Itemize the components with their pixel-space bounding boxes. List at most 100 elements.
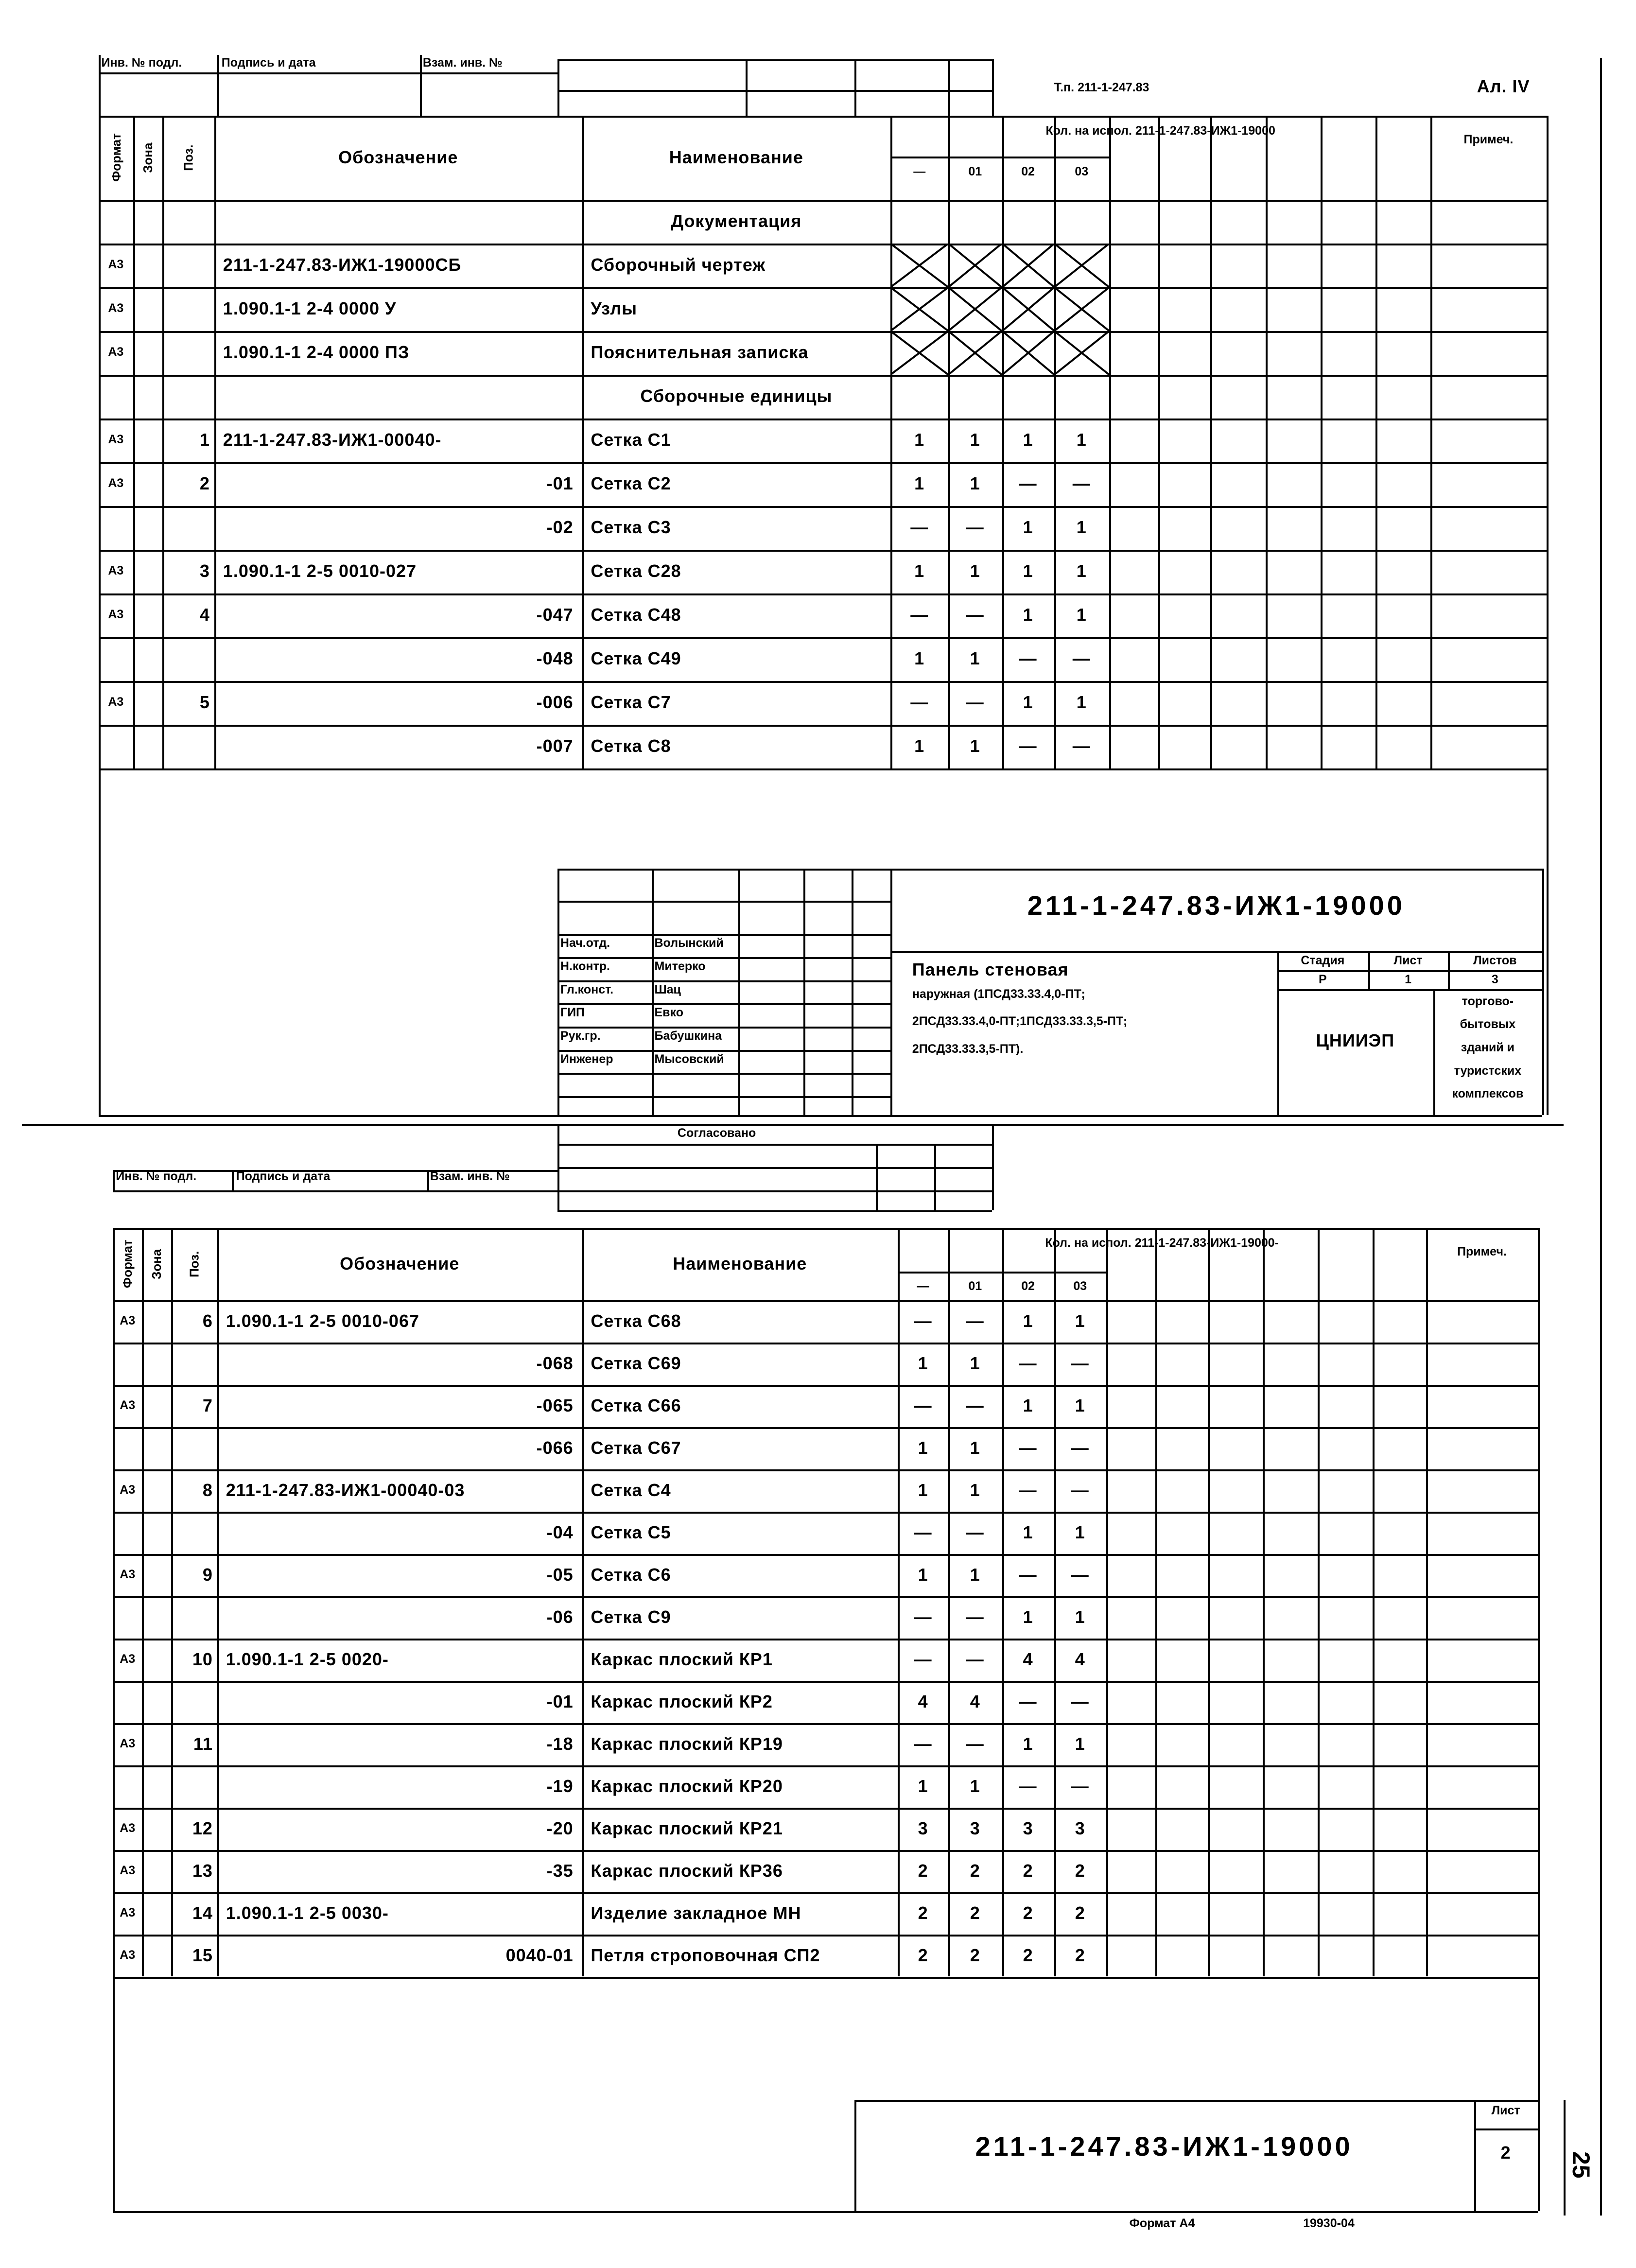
sheet-label: Лист — [1393, 954, 1423, 968]
cell-quantity: 1 — [1076, 517, 1087, 537]
cell-name: Сетка С9 — [591, 1606, 671, 1627]
header-note: Примеч. — [1463, 133, 1514, 147]
cross-out-mark — [948, 244, 1002, 288]
rule-line — [1430, 116, 1433, 769]
rule-line — [854, 2099, 856, 2211]
cell-quantity: 1 — [918, 1437, 928, 1458]
rule-line — [1054, 116, 1056, 769]
cell-designation: -007 — [536, 735, 574, 756]
cell-format: А3 — [108, 695, 124, 709]
cell-quantity: 3 — [1023, 1818, 1033, 1838]
rule-line — [98, 506, 1547, 508]
signatory-name: Митерко — [654, 960, 706, 974]
cell-name: Сетка С1 — [591, 430, 671, 450]
cell-quantity: 1 — [918, 1480, 928, 1500]
cell-quantity: 1 — [1023, 1310, 1033, 1331]
agreed-label: Согласовано — [677, 1126, 756, 1140]
cell-quantity: — — [914, 1522, 932, 1542]
cell-designation: -01 — [546, 473, 574, 493]
cell-format: А3 — [120, 1483, 136, 1497]
cell-quantity: 2 — [918, 1945, 928, 1965]
cell-quantity: 1 — [970, 1776, 980, 1796]
cell-quantity: 1 — [918, 1776, 928, 1796]
rule-line — [557, 957, 891, 960]
rule-line — [992, 1123, 994, 1211]
cell-quantity: 1 — [1023, 561, 1033, 581]
cell-format: А3 — [120, 1652, 136, 1666]
cell-quantity: — — [1072, 648, 1091, 668]
stamp-signature-date: Подпись и дата — [236, 1169, 331, 1183]
cell-position: 10 — [192, 1649, 213, 1669]
cell-quantity: 1 — [1076, 561, 1087, 581]
cell-quantity: 2 — [1075, 1860, 1085, 1881]
header-variant: 03 — [1073, 1279, 1087, 1293]
rule-line — [1546, 768, 1549, 1115]
rule-line — [98, 244, 1547, 246]
rule-line — [557, 1027, 891, 1029]
cell-quantity: — — [1019, 1691, 1037, 1711]
signatory-name: Бабушкина — [654, 1029, 722, 1043]
rule-line — [557, 869, 1542, 871]
cell-quantity: — — [966, 1649, 984, 1669]
rule-line — [113, 1512, 1538, 1514]
rule-line — [1600, 58, 1602, 2216]
cell-quantity: — — [1071, 1353, 1089, 1373]
rule-line — [113, 1469, 1538, 1472]
cell-quantity: — — [1072, 735, 1091, 756]
cell-quantity: 1 — [970, 1353, 980, 1373]
stamp-inv-no: Инв. № подл. — [116, 1169, 197, 1183]
rule-line — [934, 1144, 936, 1211]
cross-out-mark — [948, 287, 1002, 331]
cell-quantity: 1 — [1076, 430, 1087, 450]
rule-line — [854, 2099, 1538, 2102]
cross-out-mark — [948, 331, 1002, 375]
cell-quantity: 1 — [1075, 1522, 1085, 1542]
cell-quantity: — — [1019, 1437, 1037, 1458]
cell-position: 6 — [202, 1310, 213, 1331]
cross-out-mark — [1054, 244, 1109, 288]
cell-format: А3 — [120, 1948, 136, 1962]
rule-line — [557, 1144, 992, 1146]
rule-line — [113, 1385, 1538, 1387]
rule-line — [557, 59, 992, 62]
cell-designation: -068 — [536, 1353, 574, 1373]
cell-name: Каркас плоский КР2 — [591, 1691, 773, 1711]
cell-position: 15 — [192, 1945, 213, 1965]
cell-quantity: 3 — [970, 1818, 980, 1838]
cross-out-mark — [1002, 331, 1054, 375]
cell-quantity: — — [966, 517, 984, 537]
organization-name: ЦНИИЭП — [1316, 1030, 1395, 1050]
cell-quantity: 1 — [914, 473, 925, 493]
rule-line — [21, 1123, 1564, 1126]
cell-quantity: 1 — [914, 735, 925, 756]
rule-line — [557, 900, 891, 903]
signatory-role: Нач.отд. — [560, 936, 610, 950]
cell-quantity: — — [966, 1310, 984, 1331]
cell-position: 1 — [199, 430, 210, 450]
header-variant: — — [917, 1279, 929, 1293]
rule-line — [854, 59, 856, 116]
rule-line — [113, 1639, 1538, 1640]
cell-designation: 1.090.1-1 2-4 0000 У — [223, 298, 397, 319]
document-title-line: наружная (1ПСД33.33.4,0-ПТ; — [912, 987, 1085, 1001]
cell-quantity: 2 — [970, 1945, 980, 1965]
header-variant: 01 — [968, 1279, 982, 1293]
cell-quantity: — — [1019, 1776, 1037, 1796]
cell-format: А3 — [120, 1736, 136, 1750]
cross-out-mark — [1002, 287, 1054, 331]
cell-quantity: 4 — [1023, 1649, 1033, 1669]
cell-format: А3 — [120, 1863, 136, 1877]
rule-line — [1054, 1228, 1056, 1977]
cell-quantity: — — [966, 604, 984, 625]
cell-name: Сетка С5 — [591, 1522, 671, 1542]
rule-line — [738, 869, 741, 1115]
rule-line — [98, 200, 1547, 202]
rule-line — [98, 462, 1547, 464]
rule-line — [98, 72, 557, 74]
rule-line — [1542, 869, 1544, 1115]
stamp-replaced-inv: Взам. инв. № — [422, 56, 503, 70]
cell-quantity: 1 — [1076, 604, 1087, 625]
cell-name: Сетка С7 — [591, 692, 671, 712]
cell-quantity: 1 — [918, 1353, 928, 1373]
rule-line — [1433, 989, 1436, 1115]
